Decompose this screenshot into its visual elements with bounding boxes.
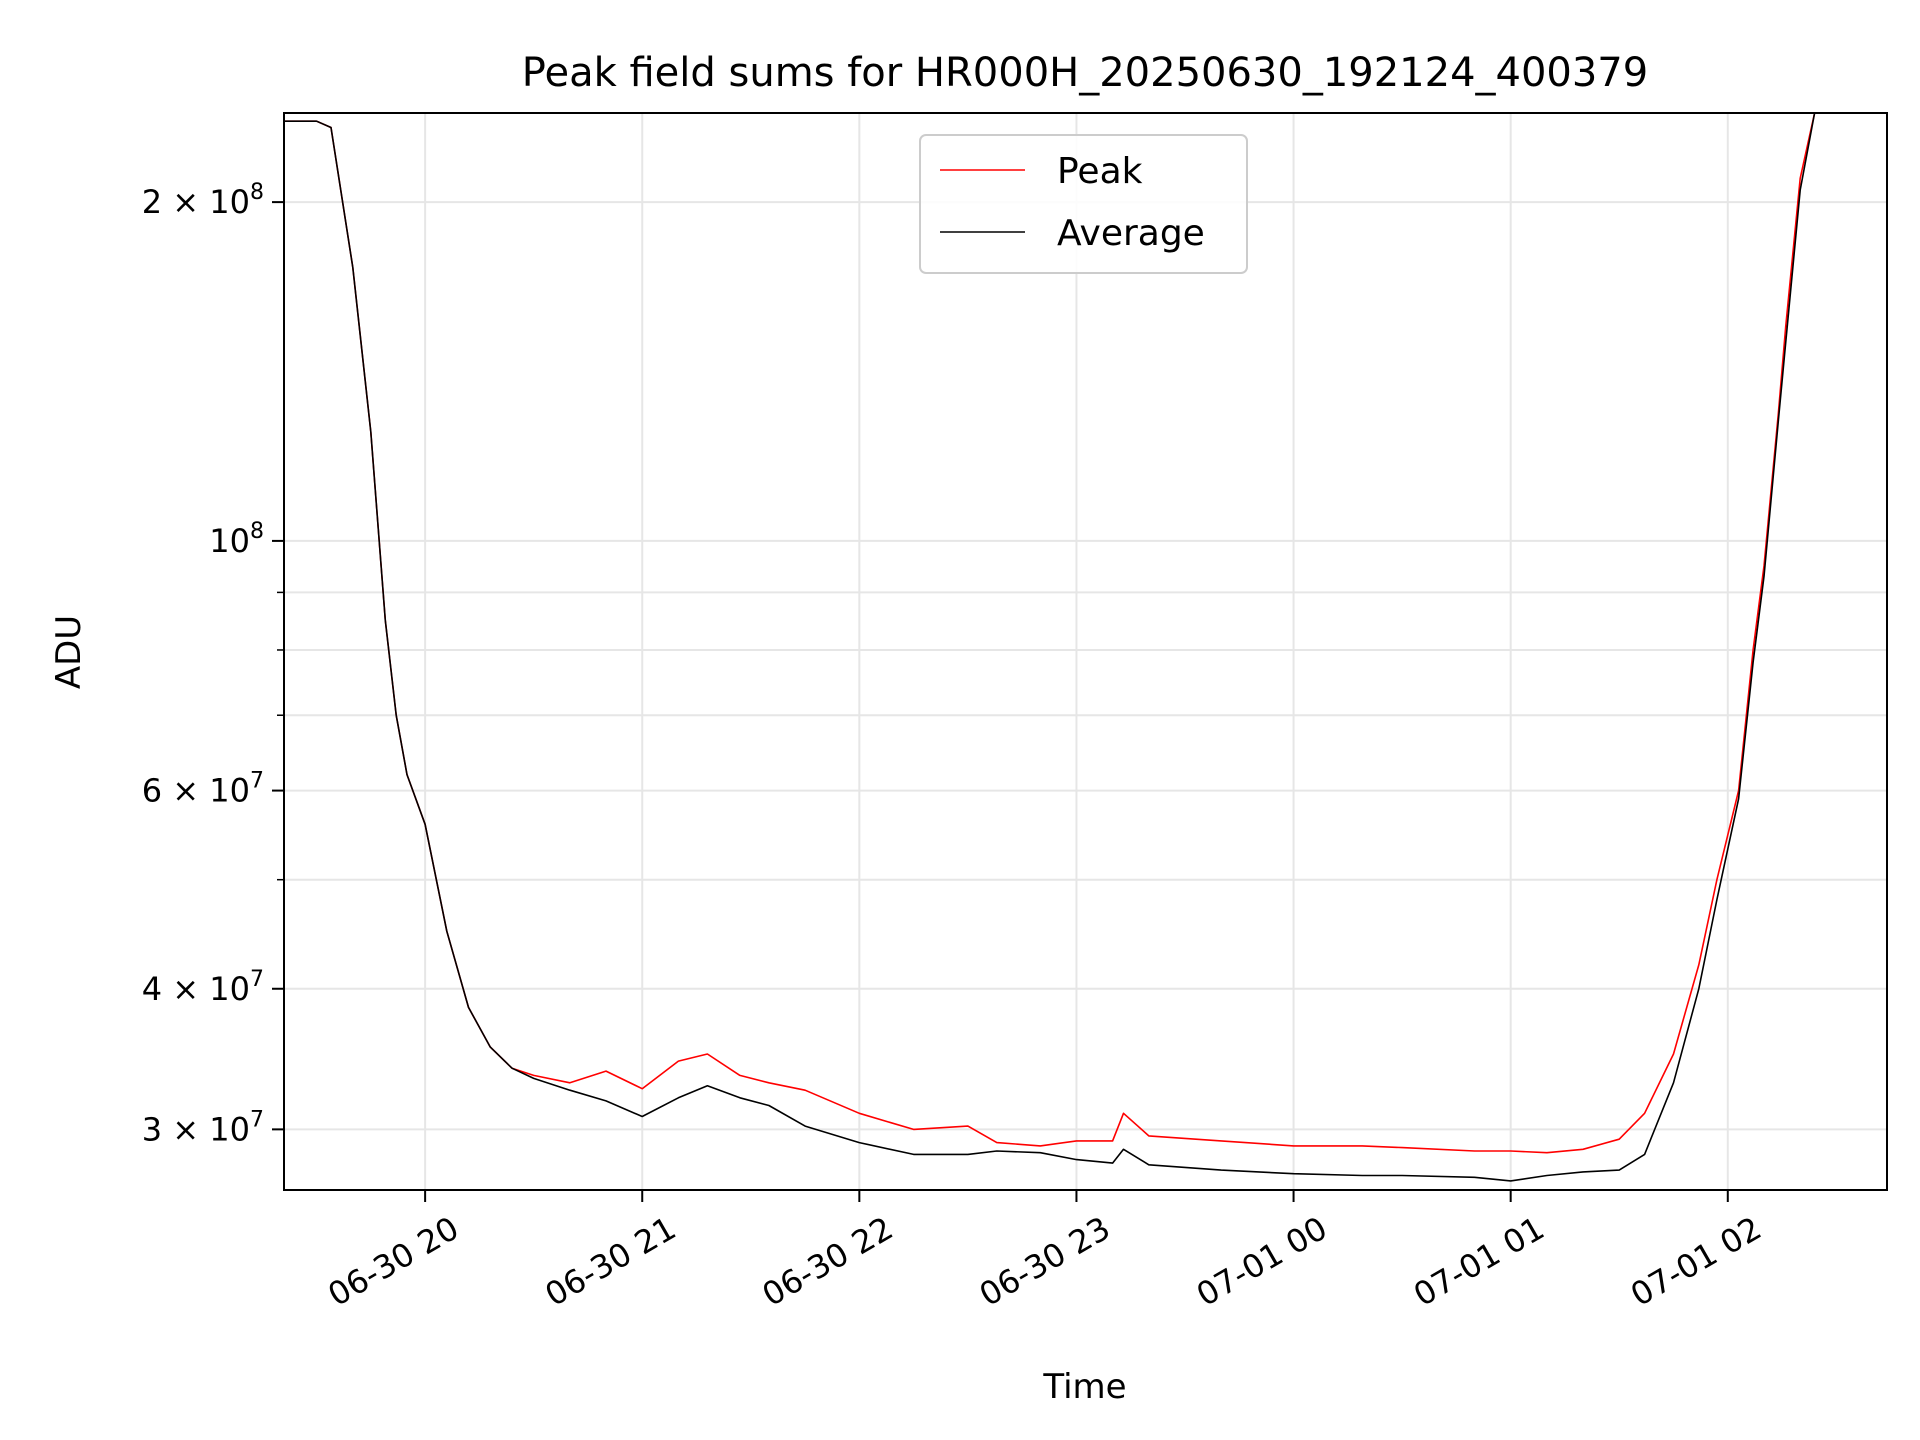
y-tick-mantissa: 4 × xyxy=(142,970,210,1008)
plot-series xyxy=(284,112,1816,1182)
y-tick-label: 4 × 107 xyxy=(142,967,264,1008)
y-tick-exponent: 8 xyxy=(250,519,264,544)
y-tick-exponent: 8 xyxy=(250,180,264,205)
series-line-average xyxy=(284,112,1816,1182)
y-tick-base: 10 xyxy=(209,522,250,560)
y-tick-exponent: 7 xyxy=(250,967,264,992)
y-tick-mantissa: 6 × xyxy=(142,772,210,810)
x-axis-label: Time xyxy=(1042,1367,1126,1407)
y-tick-base: 10 xyxy=(209,772,250,810)
grid xyxy=(284,113,1887,1190)
chart-title: Peak field sums for HR000H_20250630_1921… xyxy=(522,50,1648,96)
y-tick-exponent: 7 xyxy=(250,769,264,794)
y-tick-label: 6 × 107 xyxy=(142,769,264,810)
y-tick-label: 3 × 107 xyxy=(142,1107,264,1148)
legend: Peak Average xyxy=(919,134,1248,274)
y-axis-label: ADU xyxy=(49,615,89,689)
y-tick-base: 10 xyxy=(209,970,250,1008)
y-tick-exponent: 7 xyxy=(250,1107,264,1132)
y-tick-base: 10 xyxy=(209,183,250,221)
legend-label-average: Average xyxy=(1057,213,1205,254)
y-tick-label: 2 × 108 xyxy=(142,180,264,221)
y-tick-mantissa: 3 × xyxy=(142,1110,210,1148)
y-tick-base: 10 xyxy=(209,1110,250,1148)
y-tick-label: 108 xyxy=(209,519,264,560)
plot-frame xyxy=(283,112,1888,1191)
legend-label-peak: Peak xyxy=(1057,151,1143,192)
y-tick-mantissa: 2 × xyxy=(142,183,210,221)
